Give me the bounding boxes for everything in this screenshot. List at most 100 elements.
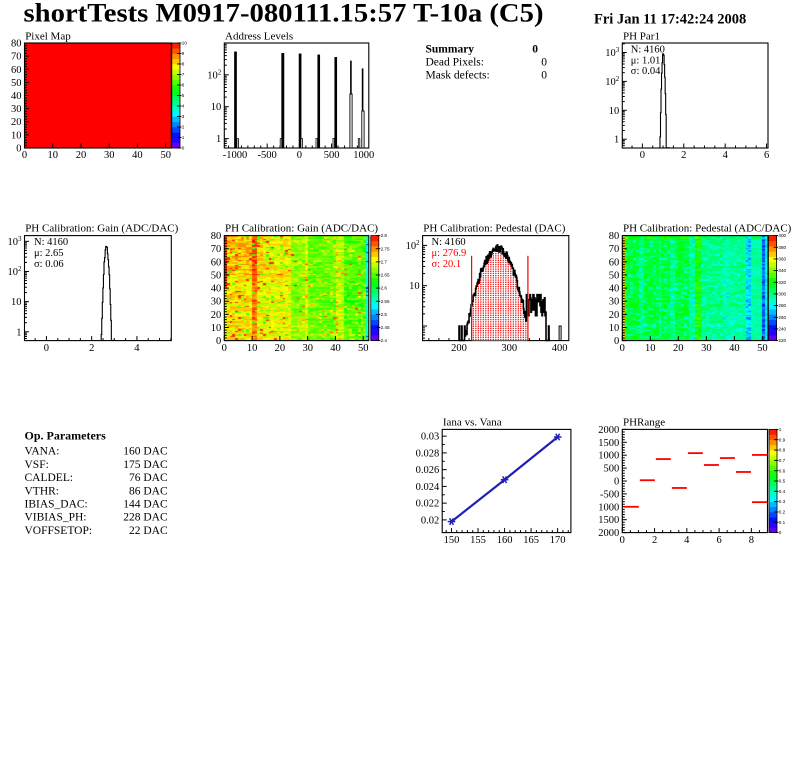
svg-text:0.03: 0.03: [421, 432, 439, 443]
svg-text:10: 10: [182, 41, 188, 46]
svg-text:Op. Parameters: Op. Parameters: [25, 429, 107, 443]
svg-text:0: 0: [614, 477, 619, 488]
svg-text:76: 76: [129, 472, 141, 484]
svg-text:340: 340: [778, 268, 786, 273]
svg-text:3: 3: [182, 114, 185, 119]
svg-text:0: 0: [182, 146, 185, 151]
svg-text:300: 300: [501, 343, 517, 354]
svg-text:170: 170: [550, 535, 566, 546]
svg-text:50: 50: [609, 271, 620, 282]
svg-text:2: 2: [182, 125, 185, 130]
svg-text:320: 320: [778, 280, 786, 285]
svg-text:1500: 1500: [598, 438, 619, 449]
svg-text:160: 160: [497, 535, 513, 546]
svg-text:6: 6: [716, 535, 721, 546]
svg-text:1: 1: [614, 135, 619, 146]
svg-text:0: 0: [620, 343, 625, 354]
svg-text:-500: -500: [600, 489, 619, 500]
svg-text:0: 0: [541, 57, 547, 69]
svg-text:0.5: 0.5: [779, 479, 786, 484]
svg-text:10: 10: [11, 130, 22, 141]
svg-text:0: 0: [222, 343, 227, 354]
svg-text:PH Calibration: Pedestal (DAC): PH Calibration: Pedestal (DAC): [423, 223, 565, 235]
svg-text:DAC: DAC: [141, 446, 168, 458]
svg-text:0.028: 0.028: [416, 448, 440, 459]
svg-text:8: 8: [182, 62, 185, 67]
svg-text:10: 10: [609, 106, 620, 117]
svg-text:1000: 1000: [598, 451, 619, 462]
svg-text:2.6: 2.6: [381, 286, 388, 291]
svg-text:30: 30: [11, 104, 22, 115]
svg-text:CALDEL:: CALDEL:: [25, 472, 74, 484]
svg-text:155: 155: [470, 535, 486, 546]
svg-text:-500: -500: [258, 150, 277, 161]
svg-text:N: 4160: N: 4160: [631, 45, 665, 56]
svg-text:50: 50: [11, 78, 22, 89]
svg-text:50: 50: [358, 343, 369, 354]
svg-text:μ: 1.01: μ: 1.01: [631, 56, 661, 67]
svg-text:0: 0: [614, 336, 619, 347]
svg-text:μ: 2.65: μ: 2.65: [34, 248, 64, 259]
svg-text:1000: 1000: [598, 502, 619, 513]
svg-text:300: 300: [778, 292, 786, 297]
svg-text:0.022: 0.022: [416, 499, 440, 510]
svg-text:PH Calibration: Gain (ADC/DAC): PH Calibration: Gain (ADC/DAC): [225, 223, 378, 235]
svg-text:20: 20: [275, 343, 286, 354]
svg-text:240: 240: [778, 327, 786, 332]
svg-text:0: 0: [16, 144, 21, 155]
svg-text:40: 40: [11, 91, 22, 102]
svg-text:30: 30: [211, 297, 222, 308]
svg-text:22: 22: [129, 525, 141, 537]
svg-text:6: 6: [182, 83, 185, 88]
svg-text:5: 5: [182, 93, 185, 98]
svg-text:20: 20: [673, 343, 684, 354]
svg-text:10: 10: [409, 281, 420, 292]
svg-text:DAC: DAC: [141, 472, 168, 484]
svg-text:280: 280: [778, 303, 786, 308]
svg-text:0.02: 0.02: [421, 515, 439, 526]
svg-text:40: 40: [211, 284, 222, 295]
svg-text:10: 10: [247, 343, 258, 354]
svg-text:70: 70: [211, 244, 222, 255]
svg-text:102: 102: [406, 239, 421, 252]
svg-text:2.45: 2.45: [381, 325, 390, 330]
svg-text:70: 70: [11, 52, 22, 63]
svg-text:Fri Jan 11 17:42:24 2008: Fri Jan 11 17:42:24 2008: [594, 12, 746, 28]
svg-text:50: 50: [211, 271, 222, 282]
svg-text:Summary: Summary: [426, 44, 475, 56]
svg-text:103: 103: [605, 46, 620, 59]
svg-text:PH Par1: PH Par1: [623, 31, 660, 43]
svg-text:4: 4: [182, 104, 185, 109]
svg-text:228: 228: [123, 512, 141, 524]
svg-text:Mask defects:: Mask defects:: [426, 70, 490, 82]
svg-text:1500: 1500: [598, 515, 619, 526]
svg-text:200: 200: [451, 343, 467, 354]
svg-text:Pixel Map: Pixel Map: [25, 31, 71, 43]
svg-text:2.5: 2.5: [381, 312, 388, 317]
svg-text:40: 40: [330, 343, 341, 354]
svg-text:0.024: 0.024: [416, 482, 440, 493]
svg-text:0.7: 0.7: [779, 458, 786, 463]
svg-text:2.8: 2.8: [381, 233, 388, 238]
svg-text:220: 220: [778, 338, 786, 343]
svg-text:1: 1: [216, 134, 221, 145]
svg-text:2: 2: [652, 535, 657, 546]
svg-text:0.9: 0.9: [779, 437, 786, 442]
svg-text:N: 4160: N: 4160: [432, 237, 466, 248]
svg-text:8: 8: [749, 535, 754, 546]
svg-text:20: 20: [76, 150, 87, 161]
svg-text:0.3: 0.3: [779, 499, 786, 504]
svg-text:2.75: 2.75: [381, 246, 390, 251]
svg-text:10: 10: [609, 323, 620, 334]
svg-text:10: 10: [11, 297, 22, 308]
svg-text:80: 80: [11, 39, 22, 50]
svg-text:0: 0: [532, 44, 538, 56]
svg-text:Address Levels: Address Levels: [225, 31, 293, 43]
svg-text:0: 0: [620, 535, 625, 546]
svg-text:10: 10: [645, 343, 656, 354]
svg-text:N: 4160: N: 4160: [34, 237, 68, 248]
svg-text:70: 70: [609, 244, 620, 255]
svg-text:PH Calibration: Pedestal (ADC/: PH Calibration: Pedestal (ADC/DAC): [623, 223, 792, 235]
svg-text:0.1: 0.1: [779, 520, 786, 525]
svg-text:0.8: 0.8: [779, 448, 786, 453]
